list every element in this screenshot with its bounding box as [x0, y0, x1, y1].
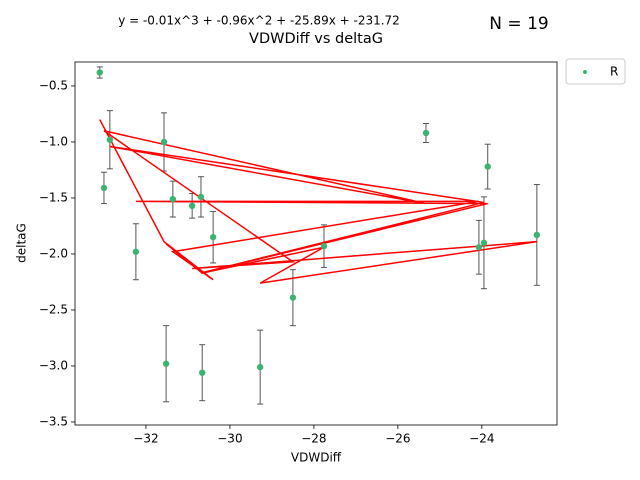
y-tick-label: −1.5	[39, 190, 68, 204]
legend-marker	[583, 70, 587, 74]
point	[96, 69, 103, 76]
legend-label: R	[610, 65, 618, 79]
point	[100, 184, 108, 192]
equation: y = -0.01x^3 + -0.96x^2 + -25.89x + -231…	[118, 14, 400, 28]
point	[197, 193, 205, 201]
y-tick-label: −2.5	[39, 302, 68, 316]
x-tick-label: −24	[469, 432, 494, 446]
point	[199, 369, 206, 376]
y-tick-label: −3.5	[39, 414, 68, 428]
x-tick-label: −30	[217, 432, 242, 446]
point	[188, 202, 196, 210]
point	[289, 294, 297, 301]
point	[169, 195, 177, 203]
y-tick-label: −3.0	[39, 358, 68, 372]
point	[106, 136, 114, 143]
point	[422, 129, 430, 137]
y-tick-label: −1.0	[39, 134, 68, 148]
point	[132, 248, 140, 255]
plot-frame	[74, 61, 558, 426]
x-tick-label: −26	[385, 432, 410, 446]
point	[480, 239, 488, 246]
legend-box	[565, 58, 626, 85]
point	[209, 233, 217, 241]
point	[162, 360, 170, 367]
x-tick-label: −28	[301, 432, 326, 446]
chart-title: VDWDiff vs deltaG	[249, 31, 383, 47]
count-label: N = 19	[489, 14, 548, 34]
y-axis-label: deltaG	[15, 223, 29, 263]
point	[533, 231, 541, 239]
fit-line	[99, 119, 537, 284]
y-tick-label: −2.0	[39, 246, 68, 260]
x-axis-label: VDWDiff	[291, 451, 342, 465]
point	[320, 242, 328, 250]
point	[160, 138, 168, 146]
point	[484, 163, 491, 170]
point	[475, 244, 483, 251]
point	[256, 363, 264, 371]
y-tick-label: −0.5	[39, 78, 68, 92]
x-tick-label: −32	[133, 432, 158, 446]
